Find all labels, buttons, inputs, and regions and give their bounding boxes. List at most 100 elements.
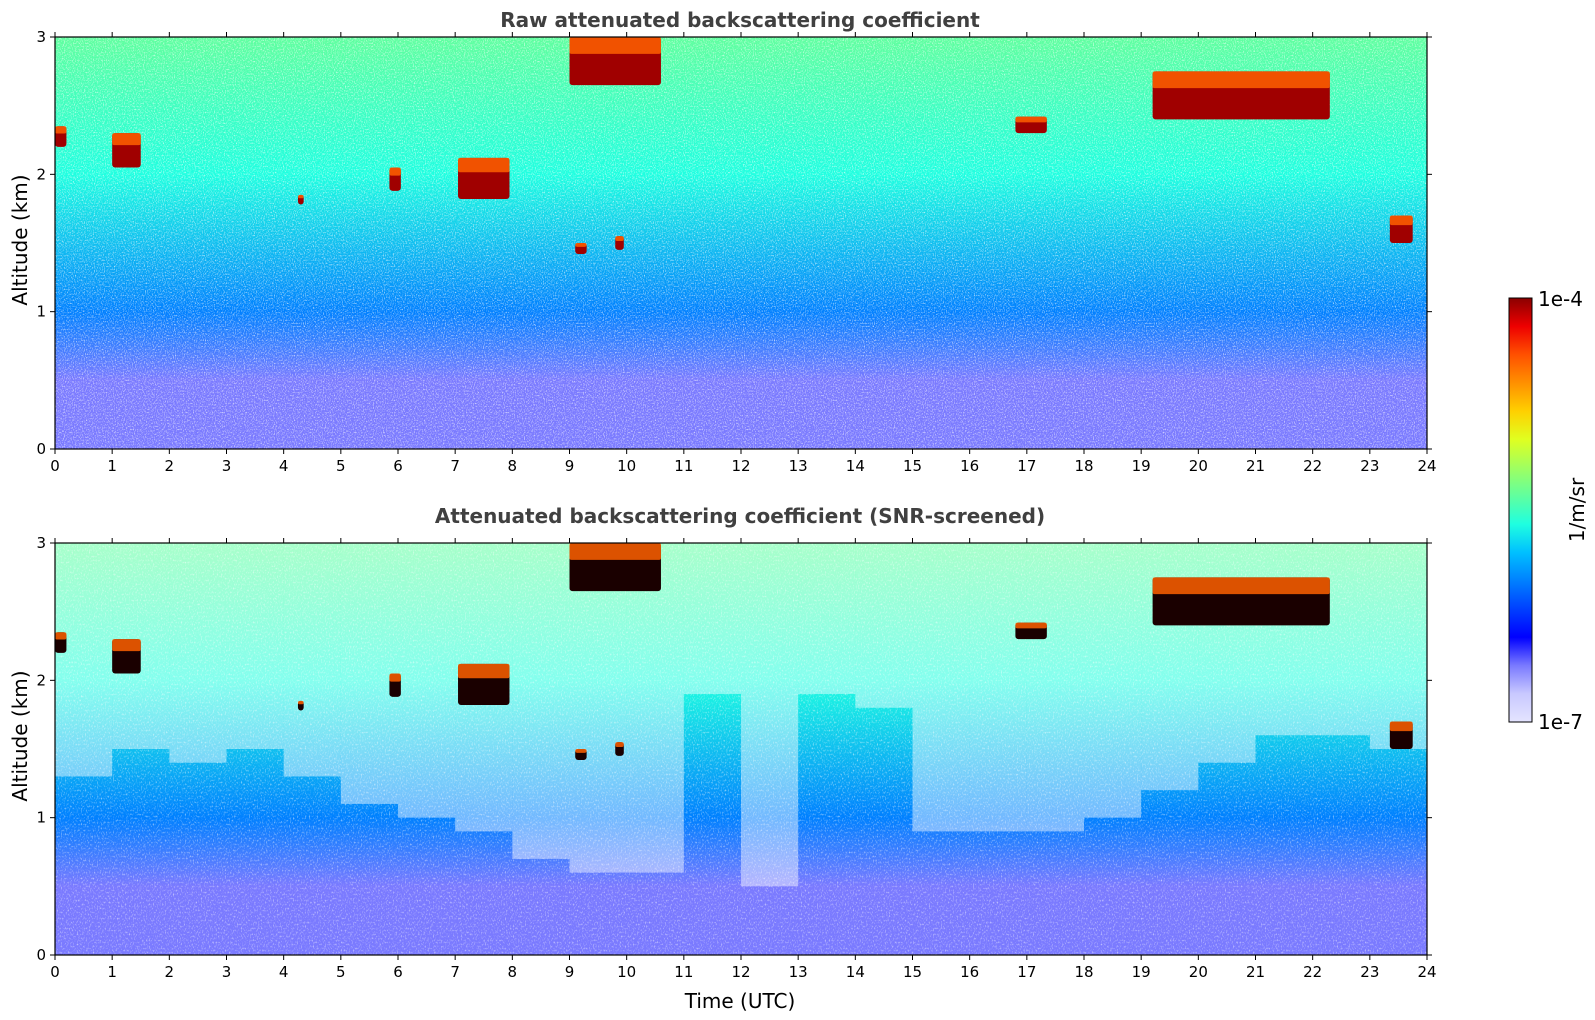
cloud-top-edge <box>1389 215 1413 226</box>
colorbar-gradient <box>1508 297 1533 723</box>
screened-region <box>798 543 856 695</box>
x-tick-label: 12 <box>731 963 750 981</box>
cloud-top-edge <box>389 673 401 682</box>
cloud-top-edge <box>458 663 510 679</box>
x-tick-label: 1 <box>107 457 117 475</box>
x-tick-label: 4 <box>279 963 289 981</box>
x-tick-label: 0 <box>50 457 60 475</box>
screened-region <box>283 543 341 777</box>
cloud-top-edge <box>575 749 587 753</box>
screened-region <box>969 543 1027 832</box>
x-tick-label: 10 <box>617 963 636 981</box>
x-tick-label: 3 <box>222 457 232 475</box>
screened-region <box>1369 543 1427 749</box>
screened-region <box>55 543 113 777</box>
cloud-top-edge <box>569 543 661 560</box>
y-tick-label: 3 <box>36 534 46 552</box>
y-tick-label: 3 <box>36 28 46 46</box>
cloud-top-edge <box>1015 622 1047 629</box>
cloud-top-edge <box>1152 71 1330 89</box>
x-axis-label: Time (UTC) <box>684 989 796 1013</box>
screened-region <box>1084 543 1142 818</box>
panel-1-y-axis-label: Altitude (km) <box>8 174 32 305</box>
x-tick-label: 24 <box>1417 963 1436 981</box>
cloud-top-edge <box>112 639 141 652</box>
x-tick-label: 12 <box>731 457 750 475</box>
x-tick-label: 16 <box>960 457 979 475</box>
colorbar-unit-label: 1/m/sr <box>1565 477 1589 542</box>
x-tick-label: 4 <box>279 457 289 475</box>
cloud-top-edge <box>458 157 510 173</box>
cloud-top-edge <box>1015 116 1047 123</box>
screened-region <box>1312 543 1370 736</box>
cloud-top-edge <box>575 243 587 247</box>
raw-heatmap <box>55 37 1427 449</box>
x-tick-label: 6 <box>393 457 403 475</box>
y-tick-label: 0 <box>36 946 46 964</box>
x-tick-label: 5 <box>336 457 346 475</box>
panel-2-y-axis-label: Altitude (km) <box>8 670 32 801</box>
screened-region <box>226 543 284 749</box>
x-tick-label: 20 <box>1189 963 1208 981</box>
x-tick-label: 6 <box>393 963 403 981</box>
x-tick-label: 11 <box>674 963 693 981</box>
x-tick-label: 19 <box>1132 963 1151 981</box>
cloud-top-edge <box>615 742 624 747</box>
screened-region <box>626 543 684 873</box>
x-tick-label: 14 <box>846 963 865 981</box>
y-tick-label: 1 <box>36 303 46 321</box>
x-tick-label: 19 <box>1132 457 1151 475</box>
raw-backscatter-panel: Raw attenuated backscattering coefficien… <box>8 8 1437 475</box>
cloud-top-edge <box>112 133 141 146</box>
x-tick-label: 1 <box>107 963 117 981</box>
y-tick-label: 2 <box>36 671 46 689</box>
x-tick-label: 21 <box>1246 457 1265 475</box>
x-tick-label: 20 <box>1189 457 1208 475</box>
x-tick-label: 3 <box>222 963 232 981</box>
screened-region <box>855 543 913 708</box>
x-tick-label: 13 <box>789 963 808 981</box>
x-tick-label: 22 <box>1303 963 1322 981</box>
cloud-top-edge <box>615 236 624 241</box>
x-tick-label: 7 <box>450 457 460 475</box>
colorbar: 1e-4 1e-7 1/m/sr <box>1508 287 1589 734</box>
x-tick-label: 5 <box>336 963 346 981</box>
x-tick-label: 9 <box>565 457 575 475</box>
x-tick-label: 10 <box>617 457 636 475</box>
screened-region <box>1198 543 1256 763</box>
panel-2-title: Attenuated backscattering coefficient (S… <box>435 504 1045 528</box>
x-tick-label: 2 <box>165 963 175 981</box>
screened-region <box>512 543 570 859</box>
x-tick-label: 9 <box>565 963 575 981</box>
x-tick-label: 7 <box>450 963 460 981</box>
screened-backscatter-panel: Attenuated backscattering coefficient (S… <box>8 504 1437 1013</box>
screened-region <box>340 543 398 804</box>
x-tick-label: 17 <box>1017 457 1036 475</box>
screened-region <box>1255 543 1313 736</box>
screened-region <box>912 543 970 832</box>
x-tick-label: 8 <box>508 963 518 981</box>
x-tick-label: 18 <box>1074 963 1093 981</box>
y-tick-label: 2 <box>36 165 46 183</box>
cloud-top-edge <box>297 194 304 199</box>
y-tick-label: 0 <box>36 440 46 458</box>
x-tick-label: 2 <box>165 457 175 475</box>
cloud-top-edge <box>569 37 661 54</box>
cloud-top-edge <box>55 126 67 134</box>
colorbar-max-label: 1e-4 <box>1538 287 1583 311</box>
screened-region <box>1026 543 1084 832</box>
screened-region <box>398 543 456 818</box>
screened-region <box>683 543 741 695</box>
x-tick-label: 16 <box>960 963 979 981</box>
cloud-top-edge <box>1389 721 1413 732</box>
cloud-top-edge <box>389 167 401 176</box>
screened-axes: 0 1 2 3 4 5 6 7 8 9 10 11 12 13 14 15 16 17 18 19 20 21 22 23 24… <box>36 534 1436 981</box>
y-tick-label: 1 <box>36 809 46 827</box>
cloud-top-edge <box>55 632 67 640</box>
x-tick-label: 11 <box>674 457 693 475</box>
screened-region <box>741 543 799 887</box>
x-tick-label: 22 <box>1303 457 1322 475</box>
panel-1-title: Raw attenuated backscattering coefficien… <box>500 8 980 32</box>
screened-heatmap <box>55 543 1427 955</box>
